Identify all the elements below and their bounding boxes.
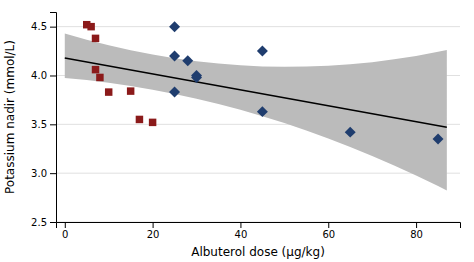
point	[182, 55, 193, 66]
point	[169, 50, 180, 61]
tick-mark	[50, 222, 56, 223]
y-axis-title: Potassium nadir (mmol/L)	[3, 40, 17, 194]
confidence-band	[65, 33, 447, 190]
tick-label: 4.5	[31, 21, 47, 32]
tick-label: 3.5	[31, 119, 47, 130]
tick-mark	[416, 222, 417, 228]
tick-mark	[153, 222, 154, 228]
y-axis: 2.5 3.0 3.5 4.0 4.5	[31, 13, 56, 228]
point	[257, 106, 268, 117]
point	[87, 23, 94, 30]
point	[96, 74, 103, 81]
grid	[56, 27, 460, 222]
tick-mark	[65, 222, 66, 228]
point	[257, 46, 268, 57]
axis-line	[57, 223, 461, 229]
tick-label: 2.5	[31, 217, 47, 228]
tick: 80	[410, 222, 423, 240]
tick: 4.0	[31, 70, 56, 81]
point	[136, 116, 143, 123]
tick-label: 20	[147, 229, 160, 240]
tick-label: 40	[235, 229, 248, 240]
tick: 2.5	[31, 217, 56, 228]
point	[149, 119, 156, 126]
tick-mark	[240, 222, 241, 228]
marks	[65, 21, 447, 190]
regression-line	[65, 58, 447, 127]
point	[127, 87, 134, 94]
point	[105, 88, 112, 95]
point	[345, 127, 356, 138]
grid-line	[56, 26, 460, 27]
point	[191, 72, 202, 83]
plot: 0 20 40 60 80 2.5 3.0 3.5 4.0 4.5	[31, 13, 460, 241]
point	[92, 35, 99, 42]
point	[433, 133, 444, 144]
point	[169, 21, 180, 32]
tick-label: 0	[62, 229, 68, 240]
tick-mark	[50, 27, 56, 28]
chart: 0 20 40 60 80 2.5 3.0 3.5 4.0 4.5 Albuterol dose (…	[0, 0, 474, 262]
tick: 20	[147, 222, 160, 240]
tick-mark	[328, 222, 329, 228]
tick: 60	[322, 222, 335, 240]
tick-label: 4.0	[31, 70, 47, 81]
axis-line	[50, 13, 57, 223]
point	[169, 87, 180, 98]
tick-label: 80	[410, 229, 423, 240]
tick: 4.5	[31, 21, 56, 32]
tick: 3.5	[31, 119, 56, 130]
x-axis: 0 20 40 60 80	[57, 222, 461, 240]
tick: 40	[235, 222, 248, 240]
grid-line	[56, 173, 460, 174]
tick-label: 3.0	[31, 168, 47, 179]
x-axis-title: Albuterol dose (μg/kg)	[191, 245, 325, 259]
tick: 0	[62, 222, 68, 240]
tick-mark	[50, 173, 56, 174]
tick: 3.0	[31, 168, 56, 179]
tick-mark	[50, 75, 56, 76]
tick-label: 60	[322, 229, 335, 240]
tick-mark	[50, 124, 56, 125]
point	[92, 66, 99, 73]
